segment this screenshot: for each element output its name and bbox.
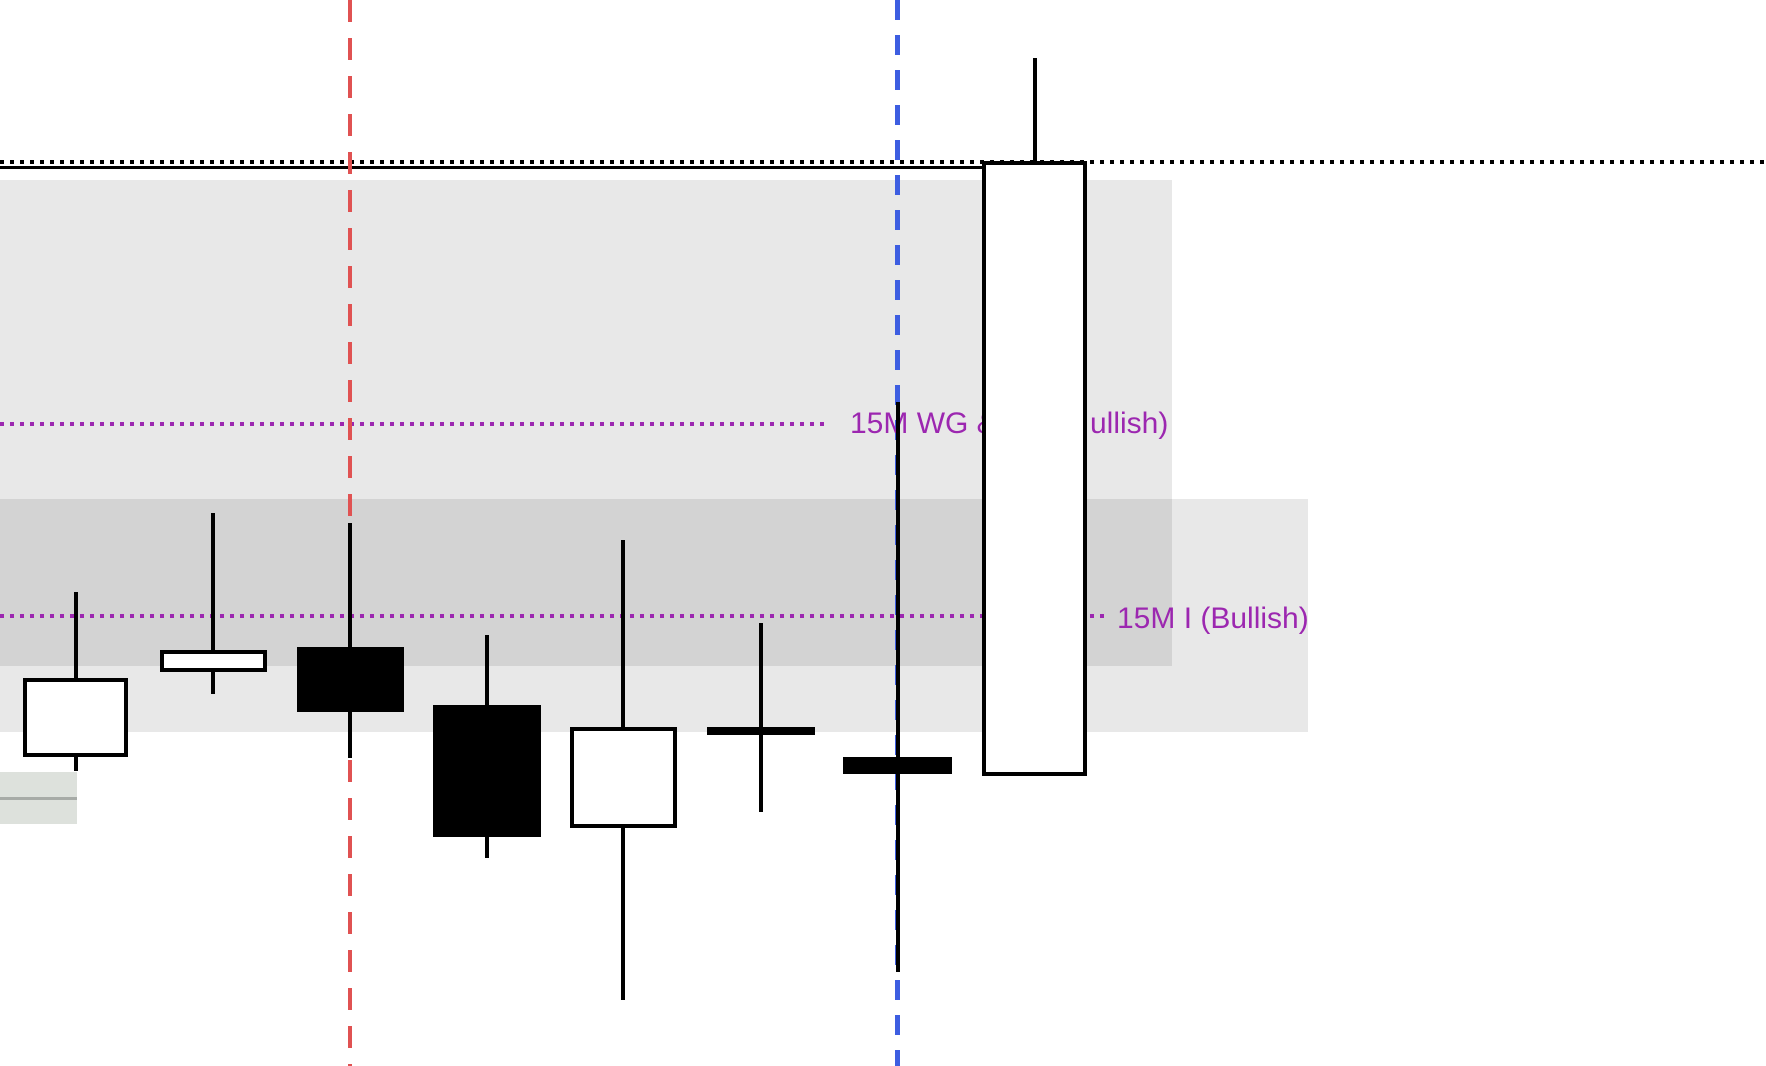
candle-1-lower-wick xyxy=(74,757,78,771)
candle-3-upper-wick xyxy=(348,523,352,647)
i-bullish-level[interactable] xyxy=(0,614,1105,618)
wg-bullish-level[interactable] xyxy=(0,422,830,426)
level-label-i-bullish[interactable]: 15M I (Bullish) xyxy=(1117,602,1309,635)
candle-6-upper-wick xyxy=(759,623,763,727)
candle-5-body-bullish xyxy=(570,727,677,828)
candle-4-lower-wick xyxy=(485,837,489,858)
candle-4-body-bearish xyxy=(433,705,541,837)
candle-1-upper-wick xyxy=(74,592,78,678)
candle-2-body-bullish xyxy=(160,650,267,672)
candle-5-lower-wick xyxy=(621,828,625,1000)
candle-3-body-bearish xyxy=(297,647,404,712)
candle-4-upper-wick xyxy=(485,635,489,705)
top-dotted-level[interactable] xyxy=(0,160,1766,164)
level-label-wg-bullish-left[interactable]: 15M WG & xyxy=(850,407,997,440)
candle-6-lower-wick xyxy=(759,735,763,812)
candle-8-body-bullish xyxy=(982,161,1087,776)
top-solid-level[interactable] xyxy=(0,166,982,169)
candle-7-lower-wick xyxy=(896,774,900,972)
left-box-line[interactable] xyxy=(0,797,77,800)
level-label-wg-bullish-right[interactable]: ullish) xyxy=(1090,407,1169,440)
candle-7-upper-wick xyxy=(896,402,900,757)
candle-5-upper-wick xyxy=(621,540,625,727)
candle-2-lower-wick xyxy=(211,672,215,694)
candle-6-body-bearish xyxy=(707,727,815,735)
candle-8-upper-wick xyxy=(1033,58,1037,161)
candle-1-body-bullish xyxy=(23,678,128,757)
candle-7-body-bearish xyxy=(843,757,952,774)
candle-2-upper-wick xyxy=(211,513,215,650)
candle-3-lower-wick xyxy=(348,712,352,758)
